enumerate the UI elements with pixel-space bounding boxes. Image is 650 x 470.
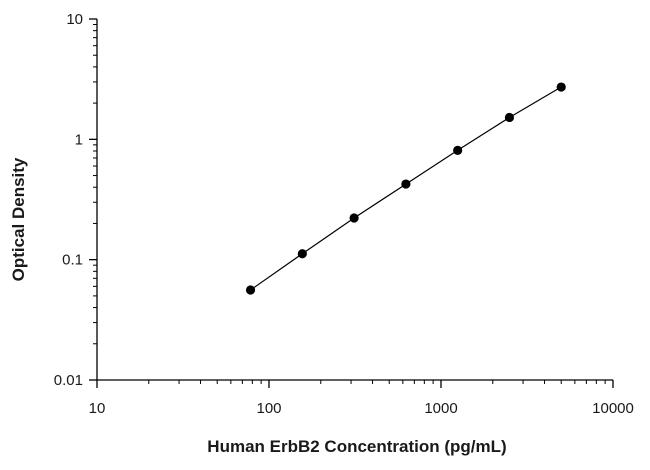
x-tick-labels: 10 100 1000 10000 bbox=[89, 400, 634, 417]
y-axis-title: Optical Density bbox=[9, 157, 28, 281]
x-tick-label: 10 bbox=[89, 400, 106, 417]
y-tick-label: 10 bbox=[66, 11, 83, 28]
minor-ticks bbox=[93, 24, 606, 384]
data-point bbox=[401, 179, 411, 189]
major-ticks bbox=[89, 18, 614, 388]
y-tick-label: 0.1 bbox=[62, 252, 83, 269]
x-tick-label: 1000 bbox=[424, 400, 457, 417]
y-tick-label: 1 bbox=[75, 131, 83, 148]
x-tick-label: 10000 bbox=[592, 400, 634, 417]
y-tick-labels: 0.01 0.1 1 10 bbox=[54, 11, 83, 389]
data-point bbox=[504, 112, 515, 123]
data-points bbox=[245, 82, 566, 295]
y-tick-label: 0.01 bbox=[54, 372, 83, 389]
x-axis-title: Human ErbB2 Concentration (pg/mL) bbox=[207, 437, 506, 456]
data-point bbox=[453, 145, 463, 155]
x-tick-label: 100 bbox=[256, 400, 281, 417]
data-point bbox=[245, 285, 256, 295]
data-point bbox=[297, 249, 307, 259]
data-point bbox=[349, 213, 359, 223]
data-point bbox=[556, 82, 566, 92]
